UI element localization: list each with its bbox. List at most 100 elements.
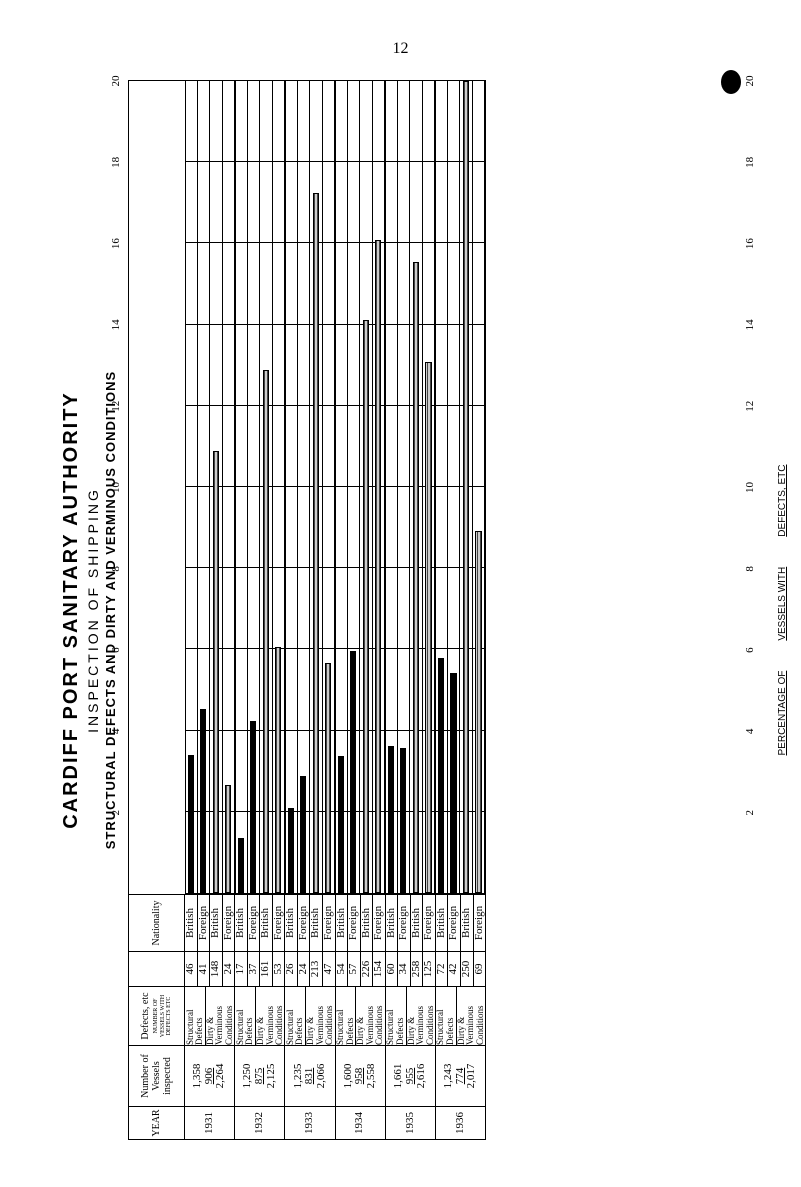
vessels-cell: 1,3589062,264: [185, 1046, 235, 1106]
bar-row: [273, 81, 286, 893]
bar-row: [223, 81, 236, 893]
axis-tick: 14: [744, 319, 756, 330]
vessels-cell: 1,2358312,066: [285, 1046, 335, 1106]
bar-row: [323, 81, 336, 893]
axis-tick: 4: [744, 729, 756, 735]
bar: [225, 785, 231, 893]
year-cell: 1933: [285, 1107, 335, 1139]
bar-row: [235, 81, 248, 893]
bar-row: [435, 81, 448, 893]
axis-tick: 12: [110, 401, 122, 412]
vessels-cell: 1,2437742,017: [436, 1046, 485, 1106]
count-cell: 148: [210, 952, 223, 986]
axis-tick: 14: [110, 319, 122, 330]
vessels-cell: 1,2508752,125: [235, 1046, 285, 1106]
nationality-cell: British: [235, 895, 248, 951]
category-cell: Dirty & Verminous Conditions: [407, 987, 436, 1045]
count-cell: 250: [461, 952, 474, 986]
bar-row: [398, 81, 411, 893]
nationality-cell: British: [210, 895, 223, 951]
bar-row: [185, 81, 198, 893]
axis-tick: 16: [110, 238, 122, 249]
bar-row: [260, 81, 273, 893]
chart-body: [185, 81, 485, 894]
legend-vessels: VESSELS WITH: [777, 567, 788, 641]
count-cell: 47: [323, 952, 336, 986]
axis-legend: PERCENTAGE OF VESSELS WITH DEFECTS, ETC: [777, 80, 788, 1140]
bar: [200, 709, 206, 893]
nationality-cell: Foreign: [398, 895, 411, 951]
bar: [475, 531, 481, 893]
count-cell: 161: [260, 952, 273, 986]
chart-panel: CARDIFF PORT SANITARY AUTHORITY INSPECTI…: [60, 80, 740, 1140]
nationality-cell: British: [185, 895, 198, 951]
bar-row: [460, 81, 473, 893]
hdr-vessels-label: Number of Vessels inspected: [140, 1048, 173, 1104]
page-number: 12: [0, 40, 801, 58]
bar-row: [285, 81, 298, 893]
category-cell: Dirty & Verminous Conditions: [206, 987, 235, 1045]
axis-tick: 18: [744, 157, 756, 168]
bar: [275, 647, 281, 893]
hdr-vessels: Number of Vessels inspected: [129, 1046, 185, 1106]
col-year: YEAR 193119321933193419351936: [129, 1106, 485, 1139]
count-cell: 57: [348, 952, 361, 986]
hdr-count: [129, 952, 185, 986]
bar: [363, 320, 369, 893]
bar: [325, 663, 331, 893]
axis-tick: 10: [744, 482, 756, 493]
category-cell: Structural Defects: [336, 987, 357, 1045]
category-cell: Structural Defects: [235, 987, 256, 1045]
bar-row: [410, 81, 423, 893]
count-cell: 17: [235, 952, 248, 986]
category-cell: Dirty & Verminous Conditions: [457, 987, 485, 1045]
col-count: 4641148241737161532624213475457226154603…: [129, 951, 485, 986]
axis-tick: 2: [110, 810, 122, 816]
bar: [238, 838, 244, 893]
col-category: Defects, etc NUMBER OF VESSELS WITH DEFE…: [129, 986, 485, 1045]
bar-row: [335, 81, 348, 893]
bar: [425, 362, 431, 893]
bar: [213, 451, 219, 893]
bar-row: [373, 81, 386, 893]
category-cell: Dirty & Verminous Conditions: [256, 987, 285, 1045]
bar-row: [360, 81, 373, 893]
bar: [250, 721, 256, 893]
axis-tick: 2: [744, 810, 756, 816]
axis-tick: 20: [744, 76, 756, 87]
hdr-defects-note: NUMBER OF VESSELS WITH DEFECTS ETC: [153, 989, 173, 1043]
bar-row: [423, 81, 436, 893]
bar-row: [210, 81, 223, 893]
bar: [413, 262, 419, 893]
bar: [463, 81, 469, 893]
bar-chart: [129, 81, 485, 894]
category-cell: Structural Defects: [436, 987, 457, 1045]
nationality-cell: Foreign: [323, 895, 336, 951]
data-grid: YEAR 193119321933193419351936 Number of …: [128, 80, 486, 1140]
bar: [350, 651, 356, 893]
subtitle-1: INSPECTION OF SHIPPING: [85, 80, 101, 1140]
axis-tick: 10: [110, 482, 122, 493]
nationality-cell: Foreign: [348, 895, 361, 951]
bar: [263, 370, 269, 893]
bar-row: [348, 81, 361, 893]
bar-row: [448, 81, 461, 893]
count-cell: 154: [373, 952, 386, 986]
axis-bottom: 2018161412108642: [744, 80, 762, 1140]
bar-row: [248, 81, 261, 893]
bar: [400, 748, 406, 893]
col-vessels: Number of Vessels inspected 1,3589062,26…: [129, 1045, 485, 1106]
count-cell: 34: [398, 952, 411, 986]
year-cell: 1932: [235, 1107, 285, 1139]
axis-tick: 6: [110, 647, 122, 653]
hdr-category: Defects, etc NUMBER OF VESSELS WITH DEFE…: [129, 987, 185, 1045]
axis-tick: 20: [110, 76, 122, 87]
count-cell: 69: [474, 952, 486, 986]
count-cell: 46: [185, 952, 198, 986]
nationality-cell: Foreign: [373, 895, 386, 951]
axis-tick: 4: [110, 729, 122, 735]
hdr-defects-label: Defects, etc: [140, 992, 151, 1039]
bar: [288, 808, 294, 893]
vessels-cell: 1,6619552,616: [386, 1046, 436, 1106]
axis-tick: 6: [744, 647, 756, 653]
